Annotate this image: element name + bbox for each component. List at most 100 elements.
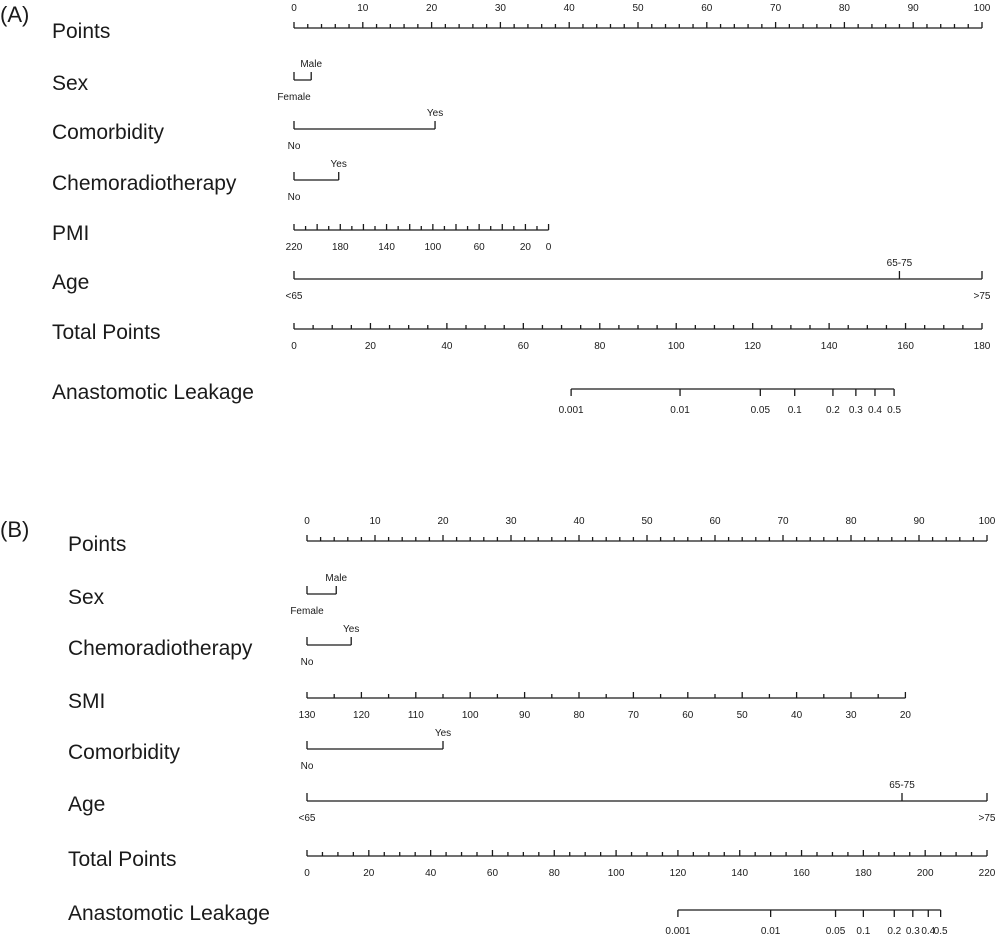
row-anastomotic-leakage: Anastomotic Leakage 0.001 0.01 0.05 0.1 0.2 0.… [52,381,901,416]
prob-label: 0.001 [559,405,584,416]
tick-label: 10 [357,3,369,14]
prob-label: 0.01 [670,405,690,416]
row-label: Points [52,20,110,43]
value-label: 40 [791,710,803,721]
row-label: Points [68,533,126,556]
tick-label: 120 [744,341,761,352]
tick-label: 0 [291,341,297,352]
value-label: 50 [737,710,749,721]
tick-label: 80 [839,3,851,14]
row-pmi: PMI 220 180 140 100 60 20 0 [52,222,552,253]
row-total-points: Total Points 0 20 40 60 80 100 120 140 160 180 200 2… [68,848,996,879]
row-label: Sex [52,72,89,95]
tick-label: 10 [369,516,381,527]
tick-label: 120 [670,868,687,879]
tick-label: 40 [441,341,453,352]
tick-label: 30 [495,3,507,14]
value-label: 180 [332,242,349,253]
value-label: 20 [520,242,532,253]
level-label-65-75: 65-75 [887,258,913,269]
tick-label: 90 [908,3,920,14]
level-label-75: >75 [974,291,991,302]
row-label: Total Points [52,321,161,344]
tick-label: 140 [821,341,838,352]
tick-label: 180 [855,868,872,879]
tick-label: 220 [979,868,996,879]
tick-label: 80 [549,868,561,879]
row-label: Age [68,793,105,816]
row-points: Points 0 10 20 30 40 50 60 70 80 90 100 [68,516,996,556]
prob-label: 0.4 [921,926,935,937]
tick-label: 180 [974,341,991,352]
row-anastomotic-leakage: Anastomotic Leakage 0.001 0.01 0.05 0.1 0.2 0.… [68,902,948,937]
prob-label: 0.2 [887,926,901,937]
row-total-points: Total Points 0 20 40 60 80 100 120 140 160 180 [52,321,991,352]
panel-a: (A) Points 0 10 20 30 40 50 60 70 80 90 100 Sex Female… [0,2,991,416]
prob-label: 0.5 [887,405,901,416]
tick-label: 60 [709,516,721,527]
value-label: 70 [628,710,640,721]
tick-label: 0 [304,516,310,527]
row-label: Comorbidity [68,741,181,764]
row-chemoradiotherapy: Chemoradiotherapy No Yes [68,624,359,668]
tick-label: 160 [897,341,914,352]
value-label: 100 [425,242,442,253]
value-label: 30 [845,710,857,721]
row-label: Total Points [68,848,177,871]
tick-label: 60 [487,868,499,879]
tick-label: 0 [304,868,310,879]
level-label-65: <65 [299,813,316,824]
tick-label: 40 [573,516,585,527]
panel-b: (B) Points 0 10 20 30 40 50 60 70 80 90 100 Sex Female… [0,516,996,937]
tick-label: 60 [701,3,713,14]
level-label-no: No [301,657,314,668]
row-label: Anastomotic Leakage [52,381,254,404]
row-label: Chemoradiotherapy [68,637,253,660]
value-label: 140 [378,242,395,253]
prob-label: 0.05 [826,926,846,937]
level-label-no: No [288,141,301,152]
value-label: 80 [573,710,585,721]
tick-label: 140 [731,868,748,879]
value-label: 90 [519,710,531,721]
tick-label: 30 [505,516,517,527]
row-label: Age [52,271,89,294]
level-label-male: Male [325,573,347,584]
panel-label: (B) [0,517,29,542]
prob-label: 0.3 [849,405,863,416]
tick-label: 70 [770,3,782,14]
prob-label: 0.5 [934,926,948,937]
row-smi: SMI 130 120 110 100 90 80 70 60 50 40 30 20 [68,690,911,721]
tick-label: 100 [668,341,685,352]
level-label-65: <65 [286,291,303,302]
tick-label: 100 [979,516,996,527]
value-label: 130 [299,710,316,721]
value-label: 20 [900,710,912,721]
tick-label: 50 [632,3,644,14]
tick-label: 0 [291,3,297,14]
panel-label: (A) [0,2,29,27]
tick-label: 50 [641,516,653,527]
value-label: 60 [474,242,486,253]
level-label-75: >75 [979,813,996,824]
prob-label: 0.001 [665,926,690,937]
prob-label: 0.05 [751,405,771,416]
tick-label: 20 [363,868,375,879]
prob-label: 0.4 [868,405,882,416]
level-label-female: Female [277,92,311,103]
tick-label: 20 [365,341,377,352]
row-label: SMI [68,690,105,713]
tick-label: 100 [608,868,625,879]
row-age: Age <65 65-75 >75 [52,258,991,302]
row-sex: Sex Female Male [68,573,348,617]
level-label-no: No [288,192,301,203]
row-label: Anastomotic Leakage [68,902,270,925]
prob-label: 0.3 [906,926,920,937]
level-label-no: No [301,761,314,772]
level-label-yes: Yes [343,624,359,635]
tick-label: 40 [425,868,437,879]
row-comorbidity: Comorbidity No Yes [52,108,443,152]
tick-label: 80 [845,516,857,527]
row-age: Age <65 65-75 >75 [68,780,996,824]
